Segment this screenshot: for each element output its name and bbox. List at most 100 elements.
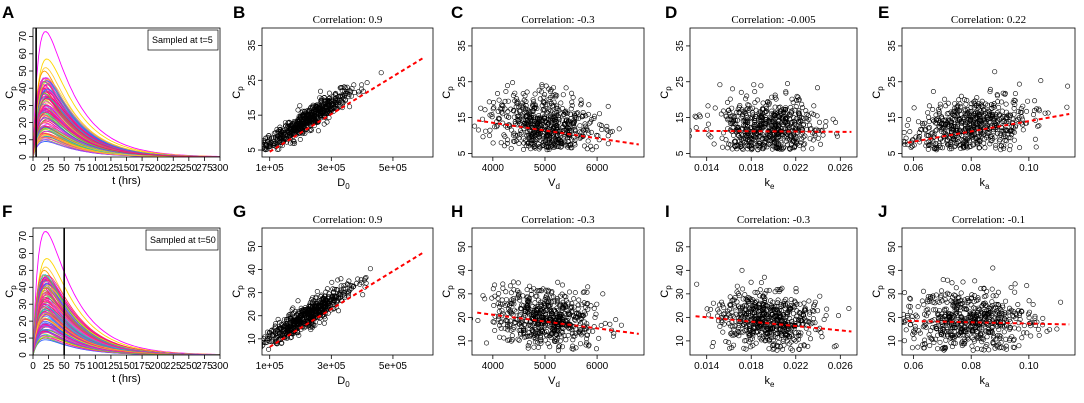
scatter-point [719, 317, 725, 323]
x-tick-label: 200 [149, 163, 166, 174]
scatter-point [747, 295, 753, 301]
scatter-point [789, 120, 795, 126]
scatter-point [572, 137, 578, 143]
scatter-point [551, 99, 557, 105]
scatter-point [988, 133, 994, 139]
scatter-point [925, 146, 931, 152]
scatter-point [908, 145, 914, 151]
scatter-point [760, 142, 766, 148]
x-axis-label: ka [980, 177, 991, 191]
scatter-point [1008, 127, 1014, 133]
scatter-point [992, 134, 998, 140]
scatter-point [530, 329, 536, 335]
scatter-point [574, 315, 580, 321]
scatter-point [536, 87, 542, 93]
scatter-point [978, 123, 984, 129]
scatter-point [279, 322, 285, 328]
scatter-point [971, 125, 977, 131]
panel-title: Correlation: -0.3 [521, 214, 595, 226]
scatter-point [541, 94, 547, 100]
scatter-point [930, 107, 936, 113]
scatter-point [752, 118, 758, 124]
y-tick-label: 40 [18, 281, 29, 293]
scatter-point [798, 118, 804, 124]
scatter-point [823, 119, 829, 125]
legend-text: Sampled at t=5 [152, 35, 213, 45]
x-axis-label-sub: 0 [345, 182, 350, 191]
scatter-point [565, 332, 571, 338]
x-tick-label: 25 [43, 361, 55, 372]
scatter-point [571, 111, 577, 117]
scatter-point [774, 126, 780, 132]
scatter-point [766, 287, 772, 293]
scatter-point [999, 120, 1005, 126]
scatter-point [326, 90, 332, 96]
scatter-point [773, 127, 779, 133]
scatter-point [525, 345, 531, 351]
scatter-point [792, 144, 798, 150]
scatter-point [580, 313, 586, 319]
scatter-point [525, 304, 531, 310]
scatter-point [585, 111, 591, 117]
scatter-point [567, 305, 573, 311]
x-tick-label: 0 [30, 361, 36, 372]
scatter-point [569, 330, 575, 336]
scatter-point [534, 313, 540, 319]
scatter-point [730, 132, 736, 138]
scatter-point [749, 327, 755, 333]
y-axis-label-main: C [871, 91, 883, 99]
scatter-point [1032, 313, 1038, 319]
scatter-point [531, 137, 537, 143]
y-axis-label-main: C [659, 91, 671, 99]
scatter-point [706, 132, 712, 138]
scatter-point [708, 306, 714, 312]
scatter-point [903, 135, 909, 141]
scatter-point [740, 118, 746, 124]
scatter-point [772, 110, 778, 116]
scatter-point [986, 108, 992, 114]
x-tick-label: 5e+05 [379, 361, 408, 372]
plot-data [694, 267, 852, 353]
panel-letter: D [665, 3, 677, 22]
scatter-point [510, 296, 516, 302]
scatter-point [288, 317, 294, 323]
scatter-point [576, 297, 582, 303]
plot-data [472, 279, 639, 353]
scatter-point [985, 130, 991, 136]
scatter-point [554, 123, 560, 129]
scatter-point [591, 324, 597, 330]
scatter-point [250, 345, 254, 349]
scatter-point [527, 117, 533, 123]
scatter-point [778, 140, 784, 146]
scatter-point [729, 146, 735, 152]
scatter-point [510, 132, 516, 138]
scatter-point [590, 328, 596, 334]
scatter-point [835, 313, 841, 319]
scatter-point [951, 112, 957, 118]
x-tick-label: 5000 [534, 361, 557, 372]
scatter-point [554, 299, 560, 305]
scatter-point [530, 316, 536, 322]
scatter-point [577, 321, 583, 327]
scatter-point [525, 333, 531, 339]
panel-letter: H [451, 202, 463, 221]
scatter-point [514, 100, 520, 106]
scatter-point [960, 115, 966, 121]
scatter-point [563, 337, 569, 343]
scatter-point [999, 125, 1005, 131]
scatter-point [799, 101, 805, 107]
scatter-point [909, 143, 915, 149]
scatter-point [564, 126, 570, 132]
scatter-point [954, 108, 960, 114]
scatter-point [972, 115, 978, 121]
scatter-point [736, 110, 742, 116]
scatter-point [871, 143, 875, 147]
x-tick-label: 6000 [586, 361, 609, 372]
scatter-point [519, 320, 525, 326]
plot-frame [901, 27, 1076, 158]
scatter-point [533, 120, 539, 126]
scatter-point [553, 115, 559, 121]
scatter-point [328, 102, 334, 108]
scatter-point [753, 131, 759, 137]
scatter-point [994, 119, 1000, 125]
